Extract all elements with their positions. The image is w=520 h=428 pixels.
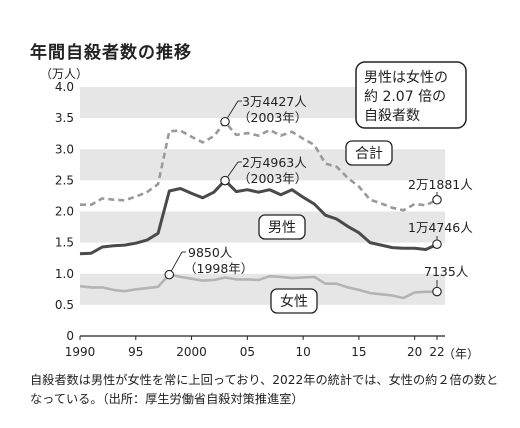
total-label-box xyxy=(345,140,393,166)
series-lines xyxy=(79,120,438,300)
y-tick-label: 2.0 xyxy=(55,205,74,219)
y-tick-label: 3.0 xyxy=(55,142,74,156)
y-tick-label: 1.0 xyxy=(55,267,74,281)
female-peak-year: （1998年） xyxy=(184,261,253,276)
total-2022-marker xyxy=(432,195,442,205)
male-series-label: 男性 xyxy=(268,220,296,236)
ratio-callout-line-1: 男性は女性の xyxy=(364,69,448,86)
total-peak-value: 3万4427人 xyxy=(242,94,307,109)
male-2022-marker xyxy=(432,239,442,249)
x-tick-label: 2000 xyxy=(176,345,207,359)
female-series-line xyxy=(79,273,437,300)
female-series-label: 女性 xyxy=(280,293,308,310)
male-series-line xyxy=(79,178,438,256)
female-2022-marker xyxy=(432,286,442,297)
female-peak-marker xyxy=(164,269,175,280)
chart-caption: 自殺者数は男性が女性を常に上回っており、2022年の統計では、女性の約２倍の数と… xyxy=(30,373,499,406)
y-tick-label: 2.5 xyxy=(55,173,74,187)
total-2022-value: 2万1881人 xyxy=(408,177,473,192)
chart-title: 年間自殺者数の推移 xyxy=(30,43,192,63)
x-tick-label: 15 xyxy=(351,345,366,359)
x-tick-label: 1990 xyxy=(65,345,96,359)
x-axis-unit: （年） xyxy=(443,347,479,361)
ratio-callout-box xyxy=(355,61,467,129)
y-axis-ticks: 0 0.5 1.0 1.5 2.0 2.5 3.0 3.5 4.0 xyxy=(55,80,74,343)
male-peak-marker xyxy=(220,175,230,186)
total-peak-marker xyxy=(220,116,230,127)
y-tick-label: 1.5 xyxy=(55,236,74,250)
y-tick-label: 3.5 xyxy=(55,111,74,125)
x-tick-label: 22 xyxy=(429,345,444,359)
y-tick-label: 0.5 xyxy=(55,298,74,312)
male-label-box xyxy=(258,214,306,240)
male-2022-value: 1万4746人 xyxy=(408,220,473,235)
total-series-line xyxy=(80,120,438,212)
y-tick-label: 4.0 xyxy=(55,80,74,94)
male-peak-year: （2003年） xyxy=(238,171,307,186)
x-tick-label: 20 xyxy=(407,345,422,359)
female-peak-value: 9850人 xyxy=(188,245,233,260)
total-peak-year: （2003年） xyxy=(238,110,307,125)
x-tick-label: 95 xyxy=(128,345,143,359)
x-axis-ticks: 1990 95 2000 05 10 15 20 22 xyxy=(65,336,445,359)
x-tick-label: 05 xyxy=(240,345,255,359)
y-tick-label: 0 xyxy=(66,329,74,343)
x-tick-label: 10 xyxy=(295,345,310,359)
ratio-callout-line-2: 約 2.07 倍の xyxy=(364,89,446,105)
female-label-box xyxy=(270,288,318,314)
male-peak-value: 2万4963人 xyxy=(242,155,307,170)
ratio-callout-line-3: 自殺者数 xyxy=(364,108,420,124)
female-2022-value: 7135人 xyxy=(424,264,469,279)
annotation-markers xyxy=(164,116,442,297)
y-axis-unit: （万人） xyxy=(40,67,88,81)
total-series-label: 合計 xyxy=(355,146,383,162)
